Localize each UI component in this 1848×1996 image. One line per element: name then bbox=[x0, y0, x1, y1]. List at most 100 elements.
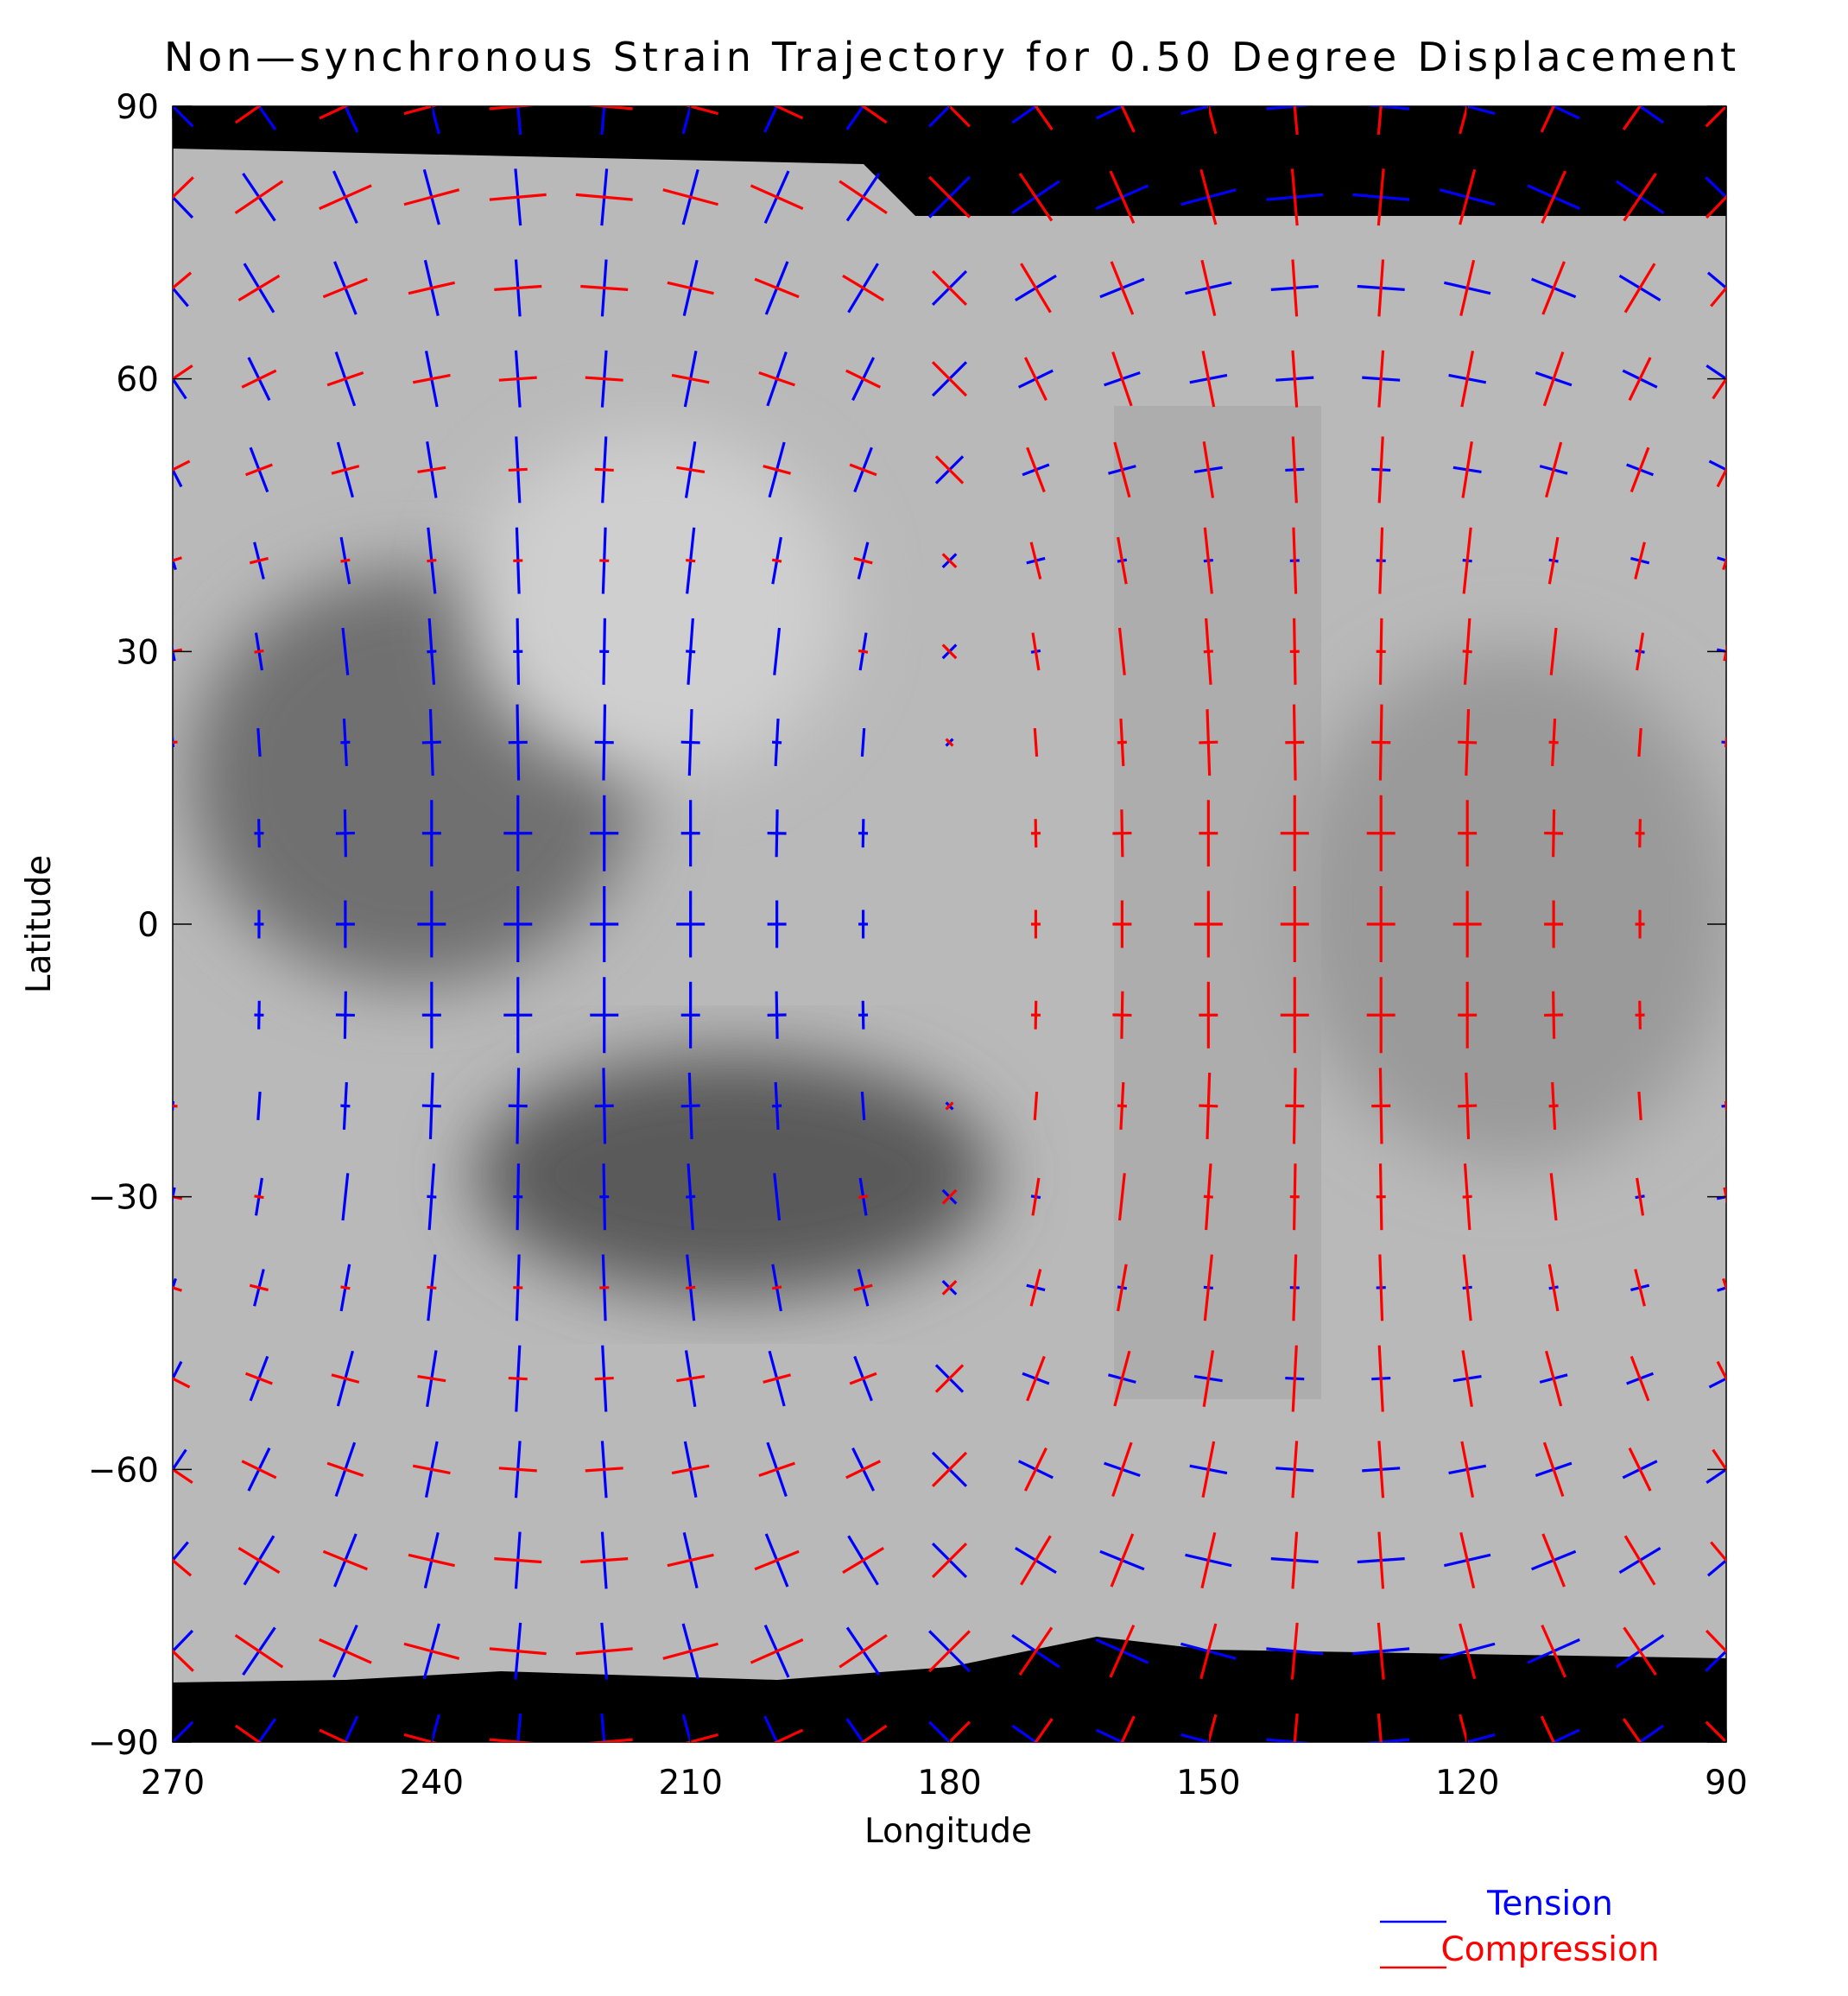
compression-segment bbox=[249, 1283, 269, 1292]
y-tick-label: 0 bbox=[137, 906, 159, 945]
tension-segment bbox=[1716, 648, 1726, 653]
compression-segment bbox=[244, 1372, 273, 1385]
compression-segment bbox=[671, 373, 710, 384]
compression-segment bbox=[1638, 1000, 1642, 1030]
compression-segment bbox=[931, 1451, 968, 1487]
tension-segment bbox=[1721, 740, 1726, 745]
tension-segment bbox=[845, 106, 865, 130]
tension-segment bbox=[1461, 1733, 1496, 1742]
compression-segment bbox=[1023, 1447, 1047, 1492]
compression-segment bbox=[1636, 632, 1645, 671]
tension-segment bbox=[681, 106, 693, 135]
compression-segment bbox=[1628, 357, 1652, 402]
tension-segment bbox=[341, 1173, 350, 1221]
compression-segment bbox=[1378, 1254, 1384, 1321]
tension-segment bbox=[772, 740, 782, 745]
compression-segment bbox=[758, 1461, 795, 1478]
compression-segment bbox=[1724, 1100, 1726, 1112]
x-tick-label: 120 bbox=[1435, 1764, 1499, 1803]
tension-segment bbox=[256, 1718, 277, 1742]
compression-segment bbox=[234, 1724, 262, 1742]
tension-segment bbox=[1706, 364, 1726, 381]
compression-segment bbox=[1034, 106, 1054, 130]
tension-segment bbox=[173, 1360, 183, 1382]
compression-segment bbox=[489, 193, 547, 201]
compression-segment bbox=[1199, 1623, 1218, 1680]
compression-segment bbox=[1290, 168, 1299, 226]
compression-segment bbox=[1541, 1624, 1566, 1678]
compression-segment bbox=[319, 184, 372, 211]
tension-segment bbox=[427, 1194, 437, 1199]
compression-segment bbox=[685, 1733, 718, 1742]
compression-segment bbox=[1120, 991, 1124, 1039]
tension-segment bbox=[1095, 1728, 1126, 1742]
compression-segment bbox=[234, 180, 284, 215]
compression-segment bbox=[1205, 1163, 1212, 1231]
compression-segment bbox=[858, 649, 869, 654]
tension-segment bbox=[173, 1720, 194, 1742]
compression-segment bbox=[403, 1733, 438, 1742]
compression-segment bbox=[1710, 1541, 1726, 1563]
compression-segment bbox=[1705, 194, 1726, 219]
compression-segment bbox=[1203, 1254, 1213, 1321]
tension-segment bbox=[1708, 1377, 1726, 1389]
compression-segment bbox=[403, 106, 438, 116]
compression-segment bbox=[842, 1547, 884, 1575]
vector-layer bbox=[173, 106, 1726, 1742]
tension-segment bbox=[344, 1715, 359, 1742]
x-tick-label: 270 bbox=[141, 1764, 205, 1803]
compression-segment bbox=[234, 1633, 284, 1669]
compression-segment bbox=[1712, 1448, 1726, 1473]
compression-segment bbox=[1541, 170, 1566, 225]
compression-segment bbox=[1637, 1091, 1642, 1121]
compression-segment bbox=[1463, 1163, 1471, 1231]
compression-segment bbox=[1705, 1720, 1726, 1742]
compression-segment bbox=[1293, 618, 1297, 685]
compression-segment bbox=[489, 1647, 547, 1656]
compression-segment bbox=[1378, 1163, 1383, 1231]
compression-segment bbox=[676, 466, 706, 474]
compression-segment bbox=[1705, 1629, 1726, 1654]
compression-segment bbox=[1202, 1350, 1215, 1407]
compression-segment bbox=[1034, 819, 1038, 848]
compression-segment bbox=[1722, 1277, 1726, 1293]
legend: Tension Compression bbox=[1380, 1885, 1660, 1969]
tension-segment bbox=[928, 1720, 952, 1742]
compression-segment bbox=[1110, 261, 1135, 315]
compression-segment bbox=[1378, 527, 1384, 594]
compression-segment bbox=[1291, 350, 1299, 408]
tension-segment bbox=[173, 194, 194, 219]
compression-segment bbox=[1110, 1533, 1135, 1587]
tension-segment bbox=[256, 106, 277, 130]
compression-segment bbox=[585, 376, 623, 382]
compression-segment bbox=[685, 106, 718, 116]
compression-segment bbox=[1111, 351, 1133, 407]
tension-segment bbox=[173, 1448, 187, 1473]
compression-segment bbox=[1549, 627, 1558, 675]
tension-segment bbox=[340, 740, 351, 745]
compression-segment bbox=[1634, 1269, 1646, 1307]
x-tick-label: 150 bbox=[1176, 1764, 1240, 1803]
compression-segment bbox=[331, 1373, 360, 1384]
compression-segment bbox=[427, 1285, 437, 1290]
compression-segment bbox=[588, 1738, 633, 1742]
compression-segment bbox=[1723, 643, 1726, 662]
compression-segment bbox=[667, 281, 714, 295]
compression-segment bbox=[1460, 350, 1475, 408]
tension-segment bbox=[173, 1629, 194, 1654]
compression-segment bbox=[1200, 259, 1217, 316]
y-axis-label: Latitude bbox=[20, 855, 59, 994]
compression-segment bbox=[667, 1553, 714, 1568]
compression-segment bbox=[941, 1188, 958, 1205]
compression-segment bbox=[1291, 259, 1299, 317]
tension-segment bbox=[600, 106, 606, 136]
compression-segment bbox=[1378, 704, 1383, 781]
x-tick-label: 180 bbox=[917, 1764, 981, 1803]
compression-segment bbox=[945, 1101, 954, 1111]
compression-segment bbox=[931, 1542, 968, 1579]
compression-segment bbox=[1203, 527, 1213, 594]
compression-segment bbox=[173, 556, 182, 562]
compression-segment bbox=[254, 1194, 264, 1200]
compression-segment bbox=[1705, 106, 1726, 128]
